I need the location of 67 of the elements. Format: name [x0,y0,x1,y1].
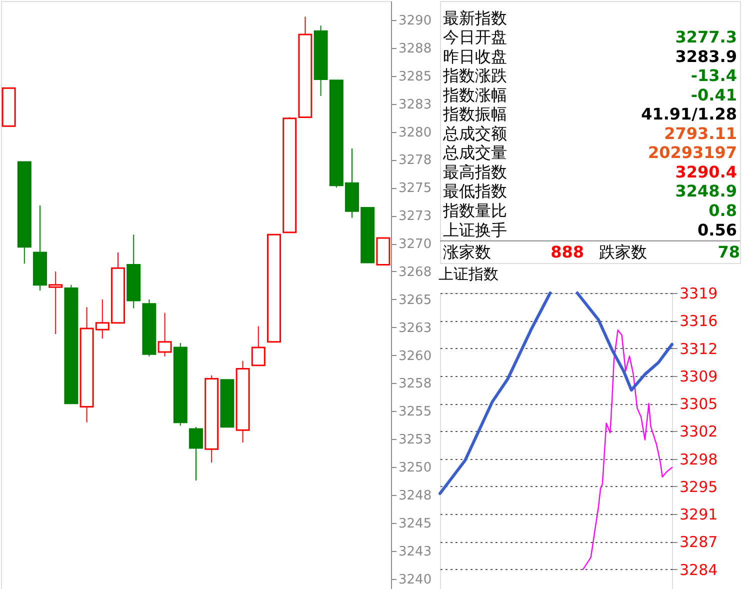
y-tick-label: 3248 [398,488,432,504]
category-label: 指数涨幅 [442,85,507,104]
candlestick [48,270,63,335]
y-tick-label: 3309 [680,367,718,386]
text: 0.8 [708,200,737,220]
line-series [582,330,673,570]
text: -0.41 [690,85,737,104]
y-tick-label: 3302 [680,422,718,441]
category-label: 跌家数 [599,242,647,262]
candlestick [158,312,172,357]
y-tick-label: 3285 [398,69,432,84]
text: 3248.9 [675,182,737,201]
y-tick-label: 3319 [680,284,718,302]
category-label: 指数涨跌 [442,66,507,86]
y-tick-label: 3312 [680,340,718,358]
y-tick-label: 3240 [398,572,432,588]
category-label: 上证换手 [443,220,507,240]
text: 888 [550,242,584,262]
text: 78 [718,242,740,262]
text: 3277.3 [675,28,737,47]
candlestick [189,426,203,481]
text: 3290.4 [675,162,737,182]
candlestick [251,326,266,366]
text: 20293197 [648,143,737,162]
category-label: 今日开盘 [443,28,507,47]
y-tick-label: 3278 [398,153,432,168]
y-tick-label: 3298 [680,450,718,468]
chart-title: 上证指数 [438,265,498,283]
category-label: 涨家数 [443,242,491,262]
y-tick-label: 3270 [398,237,432,252]
text: 2793.11 [664,124,737,143]
text: -13.4 [690,66,737,86]
y-tick-label: 3268 [398,264,432,280]
y-tick-label: 3245 [398,516,432,532]
y-tick-label: 3265 [398,292,432,308]
category-label: 指数量比 [442,200,507,220]
y-tick-label: 3280 [398,125,432,140]
y-tick-label: 3288 [398,41,432,56]
category-label: 最新指数 [443,8,507,28]
y-tick-label: 3258 [398,376,432,392]
category-label: 昨日收盘 [443,46,507,66]
y-tick-label: 3253 [398,432,432,448]
y-tick-label: 3305 [680,395,718,414]
y-tick-label: 3316 [680,312,718,330]
y-tick-label: 3250 [398,460,432,476]
text: 3283.9 [675,46,737,66]
category-label: 最高指数 [443,162,507,182]
y-tick-label: 3290 [398,14,432,28]
y-tick-label: 3284 [680,560,718,579]
y-tick-label: 3291 [680,506,718,524]
y-tick-label: 3295 [680,478,718,496]
y-tick-label: 3273 [398,209,432,224]
y-tick-label: 3283 [398,97,432,112]
category-label: 总成交额 [442,124,507,143]
line-series [576,292,674,392]
category-label: 总成交量 [442,143,507,162]
y-tick-label: 3243 [398,544,432,560]
y-tick-label: 3260 [398,348,432,364]
y-tick-label: 3255 [398,404,432,420]
y-tick-label: 3275 [398,181,432,196]
y-tick-label: 3287 [680,533,718,552]
text: 41.91/1.28 [641,104,737,124]
line-series [438,292,552,496]
category-label: 最低指数 [443,182,507,201]
text: 0.56 [698,220,737,240]
y-tick-label: 3263 [398,320,432,336]
category-label: 指数振幅 [442,104,507,124]
